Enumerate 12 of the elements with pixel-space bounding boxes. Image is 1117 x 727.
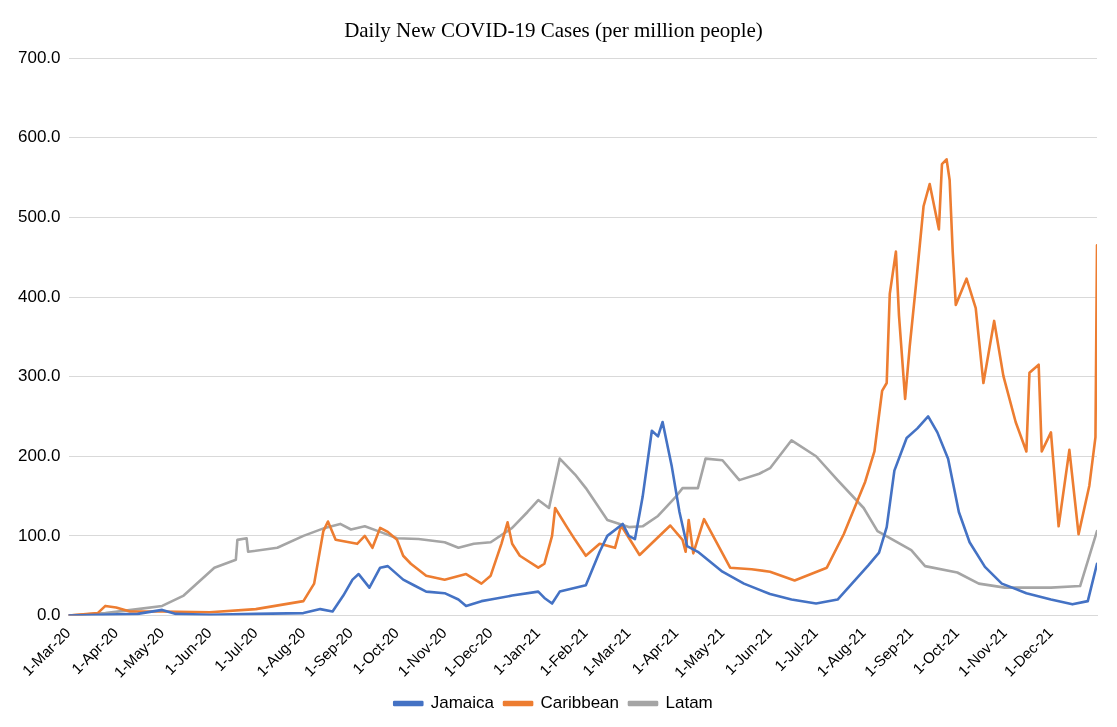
legend-label: Latam [665, 693, 713, 713]
legend-label: Jamaica [430, 693, 495, 713]
y-tick-label: 200.0 [17, 445, 61, 465]
y-tick-label: 0.0 [36, 605, 61, 625]
y-tick-label: 100.0 [17, 525, 61, 545]
y-tick-label: 400.0 [17, 286, 61, 306]
chart-title: Daily New COVID-19 Cases (per million people) [344, 18, 763, 43]
y-tick-label: 700.0 [17, 47, 61, 67]
y-tick-label: 500.0 [17, 207, 61, 227]
legend-label: Caribbean [540, 693, 620, 713]
y-tick-label: 300.0 [17, 366, 61, 386]
y-tick-label: 600.0 [17, 127, 61, 147]
